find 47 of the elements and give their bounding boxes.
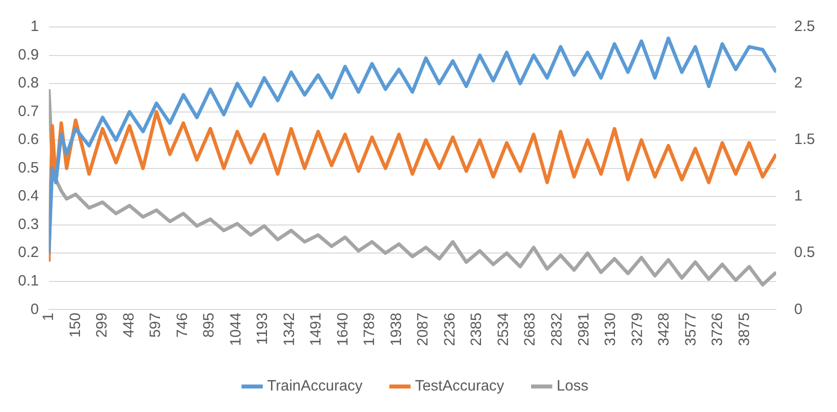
y-tick-label: 0.3 xyxy=(18,216,39,233)
x-tick-label: 597 xyxy=(147,312,164,338)
x-tick-label: 3875 xyxy=(736,312,753,346)
x-tick-label: 3428 xyxy=(656,312,673,346)
y2-tick-label: 0.5 xyxy=(794,244,816,262)
x-tick-label: 1789 xyxy=(361,312,378,346)
x-tick-label: 1640 xyxy=(334,312,352,346)
x-tick-label: 895 xyxy=(200,312,218,338)
y-tick-label: 0.8 xyxy=(18,74,39,92)
x-tick-label: 1938 xyxy=(388,312,405,346)
x-tick-label: 3130 xyxy=(602,312,620,346)
x-tick-label: 1193 xyxy=(254,312,272,345)
y2-tick-label: 2.5 xyxy=(794,18,816,36)
y-tick-label: 0.7 xyxy=(18,102,39,120)
y-tick-label: 0.1 xyxy=(18,272,39,290)
x-tick-label: 2832 xyxy=(548,312,566,346)
x-tick-label: 2981 xyxy=(575,312,592,346)
x-tick-label: 1342 xyxy=(280,312,298,346)
y2-tick-label: 1.5 xyxy=(794,131,816,148)
y-tick-label: 1 xyxy=(30,18,39,36)
y-tick-label: 0.5 xyxy=(18,159,39,176)
y-tick-label: 0.4 xyxy=(18,188,39,205)
x-tick-label: 2385 xyxy=(468,312,486,346)
y-tick-label: 0.2 xyxy=(18,244,39,262)
y-tick-label: 0.6 xyxy=(18,131,39,148)
x-tick-label: 2534 xyxy=(494,312,512,346)
x-tick-label: 3279 xyxy=(628,312,646,346)
x-tick-label: 746 xyxy=(174,312,191,338)
x-tick-label: 3726 xyxy=(709,312,726,346)
x-tick-label: 2087 xyxy=(414,312,432,346)
legend-label: TestAccuracy xyxy=(414,378,505,395)
x-tick-label: 448 xyxy=(120,312,138,338)
x-tick-label: 1 xyxy=(40,312,57,321)
y2-tick-label: 2 xyxy=(794,74,802,92)
legend-label: TrainAccuracy xyxy=(267,378,363,395)
x-tick-label: 3577 xyxy=(682,312,700,346)
x-tick-label: 1044 xyxy=(227,312,244,346)
legend-label: Loss xyxy=(556,378,588,395)
y2-tick-label: 1 xyxy=(794,188,802,205)
y-tick-label: 0 xyxy=(30,300,39,318)
x-tick-label: 1491 xyxy=(308,312,325,346)
x-tick-label: 2683 xyxy=(522,312,539,346)
x-tick-label: 2236 xyxy=(441,312,458,346)
y2-tick-label: 0 xyxy=(794,300,802,318)
x-tick-label: 299 xyxy=(94,312,111,338)
x-tick-label: 150 xyxy=(66,312,84,338)
y-tick-label: 0.9 xyxy=(18,46,39,64)
